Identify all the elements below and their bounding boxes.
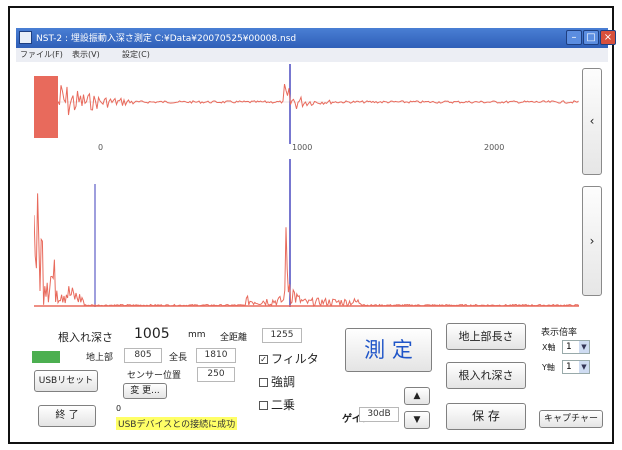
above-ground-value: 805 bbox=[124, 348, 162, 363]
square-checkbox[interactable]: 二乗 bbox=[259, 396, 295, 413]
square-check-box[interactable] bbox=[259, 401, 268, 410]
capture-button[interactable]: キャプチャー bbox=[539, 410, 603, 428]
menu-view[interactable]: 表示(V) bbox=[72, 50, 100, 59]
total-length-value: 1810 bbox=[196, 348, 236, 363]
sensor-position-value: 250 bbox=[197, 367, 235, 382]
total-distance-value: 1255 bbox=[262, 328, 302, 343]
menu-file[interactable]: ファイル(F) bbox=[20, 50, 63, 59]
measure-button[interactable]: 測 定 bbox=[345, 328, 432, 372]
y-axis-scale-value: 1 bbox=[566, 362, 572, 372]
upper-initial-burst bbox=[34, 76, 58, 138]
x-axis-scale-select[interactable]: 1 ▼ bbox=[562, 340, 590, 354]
counter-value: 0 bbox=[116, 404, 122, 413]
y-axis-label: Y軸 bbox=[542, 363, 555, 372]
display-scale-label: 表示倍率 bbox=[541, 328, 578, 338]
exit-button[interactable]: 終 了 bbox=[38, 405, 96, 427]
change-button[interactable]: 変 更... bbox=[123, 383, 167, 399]
emphasis-label: 強調 bbox=[271, 375, 296, 389]
gain-down-button[interactable]: ▼ bbox=[404, 411, 430, 429]
x-axis-scale-value: 1 bbox=[566, 342, 572, 352]
chevron-down-icon: ▼ bbox=[579, 341, 589, 353]
emphasis-check-box[interactable] bbox=[259, 378, 268, 387]
filter-check-box[interactable]: ✓ bbox=[259, 355, 268, 364]
waveform-svg: 0 1000 2000 bbox=[34, 64, 579, 308]
depth-label: 根入れ深さ bbox=[58, 331, 113, 344]
app-icon bbox=[19, 31, 32, 44]
depth-value: 1005 bbox=[134, 326, 170, 342]
waveform-display: 0 1000 2000 bbox=[34, 64, 579, 311]
save-button[interactable]: 保 存 bbox=[446, 403, 526, 430]
depth-unit: mm bbox=[188, 330, 206, 340]
upper-waveform-trace bbox=[57, 83, 579, 116]
lower-waveform-trace bbox=[34, 193, 579, 308]
y-axis-scale-select[interactable]: 1 ▼ bbox=[562, 360, 590, 374]
filter-checkbox[interactable]: ✓ フィルタ bbox=[259, 350, 319, 367]
tick-1000: 1000 bbox=[292, 143, 312, 152]
tick-0: 0 bbox=[98, 143, 103, 152]
window-title: NST-2 : 埋設振動入深さ測定 C:¥Data¥20070525¥00008… bbox=[36, 34, 297, 44]
emphasis-checkbox[interactable]: 強調 bbox=[259, 373, 295, 390]
gain-up-button[interactable]: ▲ bbox=[404, 387, 430, 405]
above-ground-length-button[interactable]: 地上部長さ bbox=[446, 323, 526, 350]
filter-label: フィルタ bbox=[271, 352, 319, 366]
gain-value: 30dB bbox=[359, 407, 399, 422]
embedded-depth-button[interactable]: 根入れ深さ bbox=[446, 362, 526, 389]
tick-2000: 2000 bbox=[484, 143, 504, 152]
sensor-position-label: センサー位置 bbox=[127, 371, 182, 381]
usb-reset-button[interactable]: USBリセット bbox=[34, 370, 98, 392]
menu-bar: ファイル(F) 表示(V) 設定(C) bbox=[16, 48, 608, 62]
chevron-down-icon: ▼ bbox=[579, 361, 589, 373]
above-ground-label: 地上部 bbox=[86, 353, 114, 363]
minimize-button[interactable]: – bbox=[566, 30, 582, 45]
scroll-right-button[interactable]: › bbox=[582, 186, 602, 296]
total-length-label: 全長 bbox=[169, 353, 188, 363]
menu-settings[interactable]: 設定(C) bbox=[122, 50, 150, 59]
square-label: 二乗 bbox=[271, 398, 296, 412]
connection-status-indicator bbox=[32, 351, 60, 363]
maximize-button[interactable]: □ bbox=[583, 30, 599, 45]
window-titlebar: NST-2 : 埋設振動入深さ測定 C:¥Data¥20070525¥00008… bbox=[16, 28, 616, 48]
scroll-left-button[interactable]: ‹ bbox=[582, 68, 602, 175]
total-distance-label: 全距離 bbox=[220, 333, 248, 343]
x-axis-label: X軸 bbox=[542, 343, 556, 352]
status-message: USBデバイスとの接続に成功 bbox=[116, 417, 238, 430]
gain-label: ゲイン bbox=[342, 414, 372, 425]
close-button[interactable]: × bbox=[600, 30, 616, 45]
